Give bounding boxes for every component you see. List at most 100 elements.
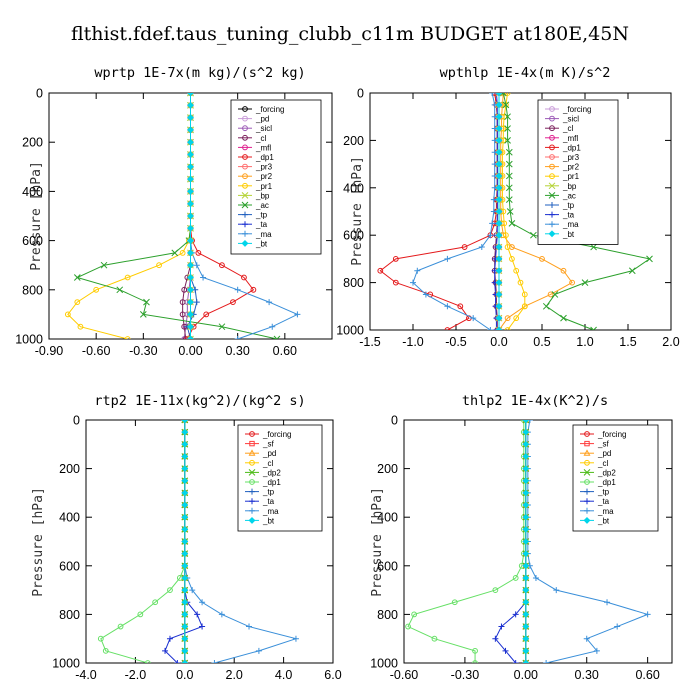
y-tick-label: 200 [59,462,80,476]
legend-label: _cl [255,134,266,143]
data-point [187,310,194,318]
data-point [522,501,530,509]
x-tick-label: 0.30 [225,344,249,358]
data-point [628,267,636,275]
data-point [181,513,189,521]
data-point [522,525,530,533]
figure-title: flthist.fdef.taus_tuning_clubb_c11m BUDG… [71,23,629,45]
data-point [184,336,191,339]
x-tick-label: 0.0 [176,668,193,682]
data-point [181,659,189,663]
data-point [530,231,537,239]
legend-label: _sicl [562,115,579,124]
data-point [124,274,131,281]
chart-panels: wprtp 1E-7x(m kg)/(s^2 kg) Pressure [hPa]… [15,65,680,682]
plot-frame [369,92,672,331]
data-point [509,244,515,250]
legend-label: _cl [597,459,608,468]
legend-label: _pr1 [255,182,273,191]
data-point [156,262,162,269]
legend-label: _ma [262,507,279,516]
data-point [171,249,179,257]
data-point [162,647,169,654]
data-point [509,256,515,262]
data-point [124,336,131,339]
legend-marker [549,163,555,170]
legend-marker [549,154,555,160]
x-tick-label: -1.0 [402,335,424,349]
legend-label: _dp2 [597,468,616,477]
legend-label: _pd [262,449,276,458]
data-point [219,262,225,269]
legend-label: _sf [597,440,609,449]
data-point [181,550,189,558]
data-point [504,93,511,96]
legend-marker [242,106,248,112]
data-point [512,575,519,581]
legend-label: _pd [255,115,269,124]
legend-marker [549,106,555,112]
y-tick-label: 1000 [336,324,364,338]
data-point [505,184,513,192]
data-point [187,200,194,208]
data-point [522,647,530,655]
data-point [392,279,399,286]
legend-marker [549,173,555,180]
data-point [181,623,189,630]
y-tick-label: 1000 [15,333,43,347]
y-tick-label: 200 [377,462,398,476]
data-point [218,611,225,618]
y-tick-label: 800 [59,608,80,622]
data-point [614,623,621,630]
legend-label: _tp [597,488,610,497]
legend-marker [242,163,248,170]
legend-marker [549,202,555,208]
plot-area [97,420,299,663]
data-point [495,196,503,204]
data-point [495,243,503,251]
legend-marker [242,115,248,122]
data-point [143,298,150,306]
legend-marker [242,182,248,189]
legend-marker [241,192,249,199]
series-line [501,93,526,330]
legend-label: _dp1 [562,143,581,152]
x-tick-label: 0.60 [635,668,659,682]
data-point [444,255,451,262]
legend-marker [248,516,256,524]
data-point [542,302,550,310]
legend-label: _bt [597,516,610,525]
data-point [551,291,559,298]
data-point [505,196,513,204]
data-point [241,274,247,281]
data-point [502,647,509,654]
data-point [522,420,530,424]
chart-title: wpthlp 1E-4x(m K)/s^2 [440,65,611,81]
legend-marker [242,154,248,160]
chart-panel: thlp2 1E-4x(K^2)/s Pressure [hPa] -0.60 -0.… [370,393,673,682]
series_bt [187,93,194,339]
data-point [187,163,194,171]
data-point [495,279,503,287]
data-point [181,428,189,436]
x-tick-label: 0.00 [514,668,538,682]
data-point [411,611,418,618]
legend-label: _pr1 [562,172,580,181]
data-point [187,274,194,281]
chart-title: wprtp 1E-7x(m kg)/(s^2 kg) [94,65,305,81]
plot-frame [85,419,334,664]
data-point [167,587,173,593]
x-tick-label: 4.0 [275,668,292,682]
legend-label: _cl [262,459,273,468]
data-point [187,249,194,257]
y-tick-label: 600 [343,229,364,243]
data-point [505,148,513,156]
legend-marker [584,507,590,514]
plot-frame [403,419,673,664]
data-point [234,336,241,339]
data-point [590,243,597,251]
data-point [560,267,567,274]
x-tick-label: -4.0 [75,668,97,682]
legend-marker [584,498,590,505]
legend: _forcing_sicl_cl_mfl_dp1_pr3_pr2_pr1_bp_… [537,99,619,245]
